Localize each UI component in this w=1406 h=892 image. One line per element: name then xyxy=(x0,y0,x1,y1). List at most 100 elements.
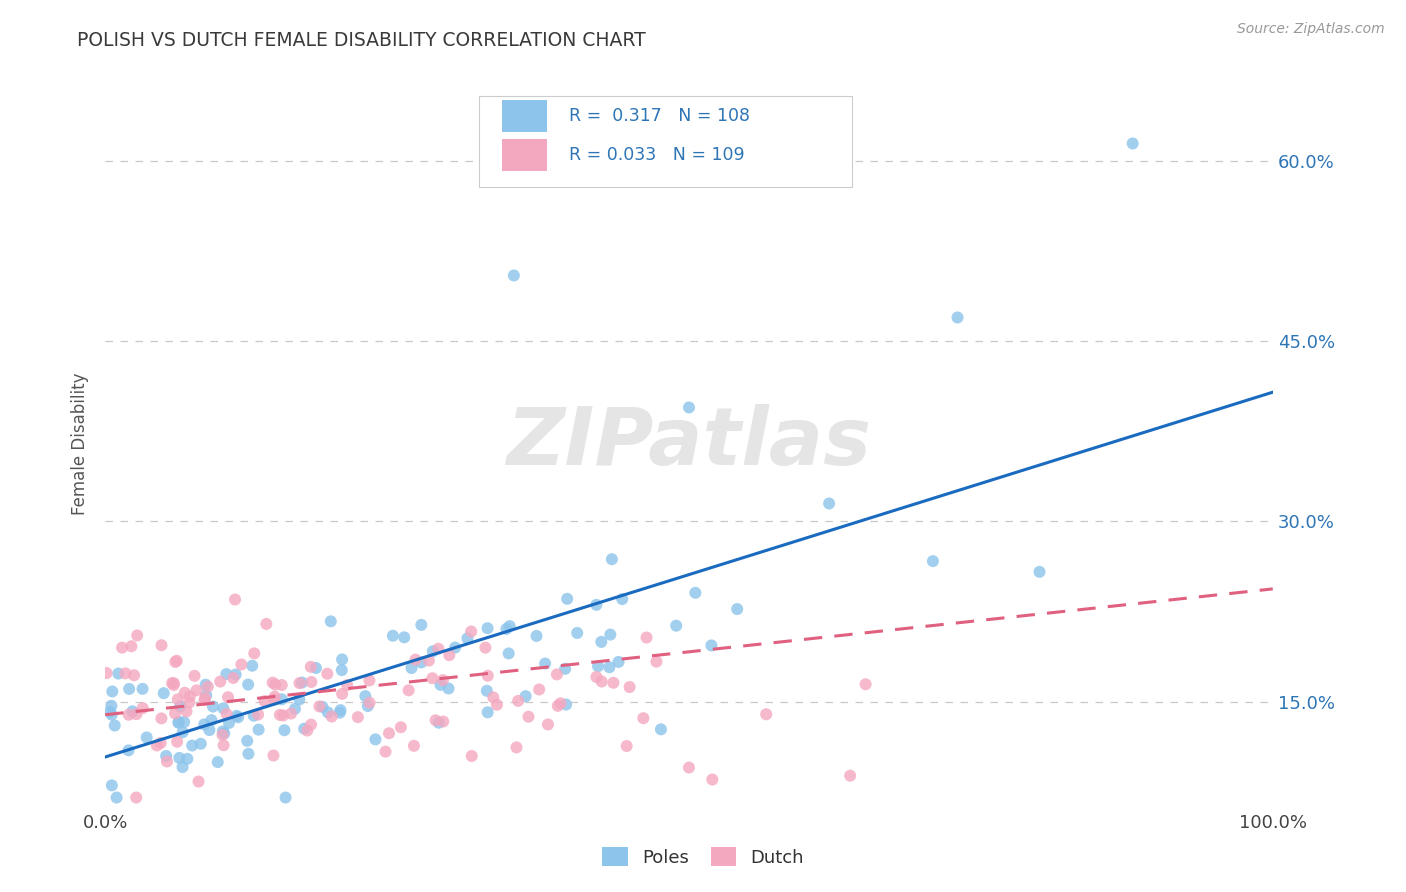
Point xyxy=(330,687,353,701)
Point xyxy=(254,617,277,632)
Point xyxy=(125,707,148,722)
Point xyxy=(146,739,169,753)
Point xyxy=(190,737,212,751)
Point xyxy=(725,602,748,616)
Point xyxy=(299,660,322,674)
Point xyxy=(101,778,124,792)
Point xyxy=(316,706,339,720)
Point xyxy=(461,749,484,764)
Point xyxy=(946,310,969,325)
Point xyxy=(432,714,454,729)
Point xyxy=(444,640,467,655)
Point xyxy=(297,723,319,738)
Point xyxy=(215,706,238,721)
Point xyxy=(104,718,127,732)
Point xyxy=(429,678,451,692)
Point xyxy=(172,725,194,739)
Point xyxy=(378,726,401,740)
Point xyxy=(100,707,122,722)
Point xyxy=(329,706,352,720)
Point xyxy=(633,711,655,725)
Point xyxy=(107,666,129,681)
Point xyxy=(474,640,496,655)
Point xyxy=(194,690,217,705)
Text: ZIPatlas: ZIPatlas xyxy=(506,404,872,483)
Point xyxy=(374,745,396,759)
Point xyxy=(100,698,122,713)
Point xyxy=(498,647,520,661)
Point xyxy=(125,790,148,805)
Point xyxy=(402,739,425,753)
Point xyxy=(209,674,232,689)
Point xyxy=(163,678,186,692)
Point xyxy=(616,739,638,753)
Point xyxy=(127,628,149,642)
Point xyxy=(236,677,259,691)
FancyBboxPatch shape xyxy=(502,139,547,171)
Point xyxy=(456,632,478,646)
Point xyxy=(460,624,482,639)
Point xyxy=(432,673,454,687)
Point xyxy=(211,728,233,742)
Text: Source: ZipAtlas.com: Source: ZipAtlas.com xyxy=(1237,22,1385,37)
Point xyxy=(291,675,314,690)
Point xyxy=(231,657,253,672)
Point xyxy=(101,684,124,698)
Point xyxy=(602,675,624,690)
Point xyxy=(96,666,118,681)
Point xyxy=(567,626,589,640)
Point xyxy=(271,708,294,723)
Point xyxy=(263,690,285,704)
Point xyxy=(173,686,195,700)
Point xyxy=(165,655,187,669)
Point xyxy=(498,619,520,633)
Point xyxy=(475,683,498,698)
Point xyxy=(176,752,198,766)
Point xyxy=(381,629,404,643)
Point xyxy=(515,689,537,703)
Point xyxy=(330,652,353,666)
Point xyxy=(755,707,778,722)
Point xyxy=(155,748,177,763)
Point xyxy=(636,631,658,645)
Point xyxy=(347,710,370,724)
Point xyxy=(439,648,461,662)
Point xyxy=(217,690,239,705)
Point xyxy=(534,657,557,671)
Point xyxy=(240,658,263,673)
Point xyxy=(305,661,328,675)
Point xyxy=(678,760,700,774)
Point xyxy=(193,717,215,731)
Point xyxy=(247,707,270,722)
Point xyxy=(149,736,172,750)
Point xyxy=(195,688,218,702)
Point xyxy=(321,709,343,723)
Point xyxy=(700,639,723,653)
Point xyxy=(169,751,191,765)
Point xyxy=(329,703,352,717)
Point xyxy=(111,640,134,655)
Point xyxy=(585,598,607,612)
Point xyxy=(508,694,530,708)
Point xyxy=(364,732,387,747)
Point xyxy=(280,706,302,721)
Point xyxy=(645,655,668,669)
Point xyxy=(118,707,141,722)
Point xyxy=(398,683,420,698)
Point xyxy=(547,698,569,713)
Point xyxy=(218,716,240,731)
Point xyxy=(482,690,505,705)
Point xyxy=(411,618,433,632)
Point xyxy=(818,496,841,510)
Point xyxy=(1122,136,1144,151)
Point xyxy=(330,663,353,677)
Point xyxy=(411,656,433,670)
Point xyxy=(288,676,311,690)
Point xyxy=(405,653,427,667)
Point xyxy=(427,641,450,656)
Point xyxy=(839,769,862,783)
Point xyxy=(299,717,322,731)
Point xyxy=(485,698,508,712)
Point xyxy=(477,706,499,720)
Point xyxy=(678,401,700,415)
